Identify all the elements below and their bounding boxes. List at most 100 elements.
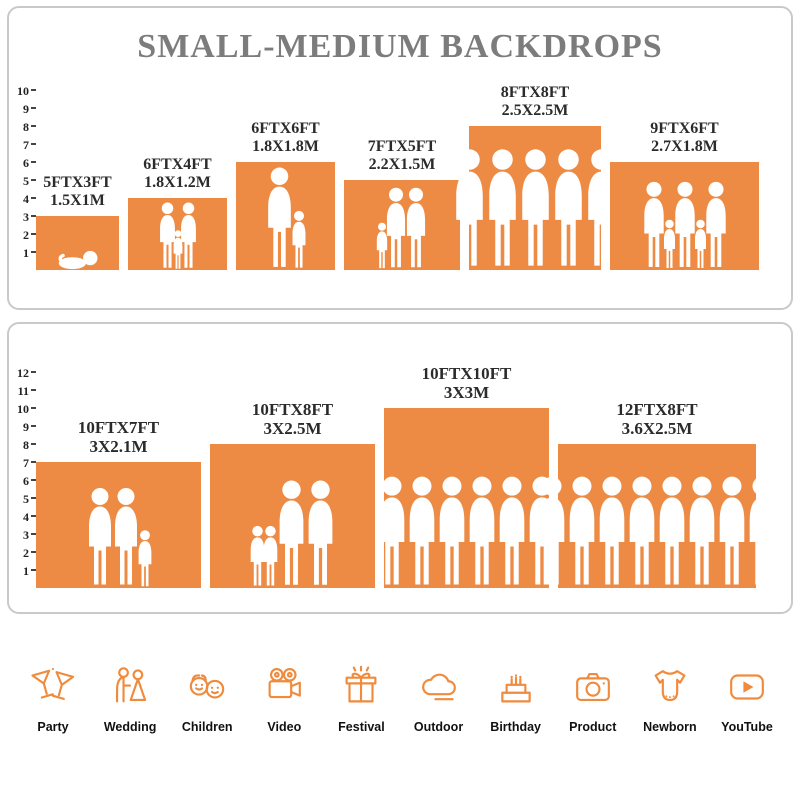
category-item-newborn: Newborn — [641, 652, 699, 734]
backdrop-item: 8FTX8FT 2.5X2.5M — [455, 84, 615, 270]
category-label: Newborn — [643, 720, 697, 734]
children-icon — [184, 652, 230, 710]
adult-silhouette — [382, 187, 410, 270]
ruler-number: 8 — [23, 120, 29, 134]
backdrop-size-label: 5FTX3FT 1.5X1M — [43, 174, 111, 210]
adult-silhouette — [683, 476, 721, 588]
size-ft-text: 6FTX6FT — [251, 120, 320, 138]
video-icon — [261, 652, 307, 710]
child-silhouette — [260, 525, 281, 588]
category-label: Festival — [338, 720, 385, 734]
backdrop-item: 10FTX7FT 3X2.1M — [36, 418, 201, 588]
ruler-tick — [31, 389, 36, 391]
ruler-number: 11 — [17, 384, 29, 398]
adult-silhouette — [463, 476, 501, 588]
ruler-tick — [31, 551, 36, 553]
category-item-outdoor: Outdoor — [410, 652, 468, 734]
small-medium-panel: SMALL-MEDIUM BACKDROPS 5FTX3FT 1.5X1M 6FTX… — [7, 6, 793, 310]
birthday-icon — [493, 652, 539, 710]
adult-silhouette — [449, 148, 490, 270]
ruler-number: 10 — [17, 84, 29, 98]
size-ft-text: 5FTX3FT — [43, 174, 112, 192]
ruler-number: 3 — [23, 528, 29, 542]
ruler-tick — [31, 425, 36, 427]
ruler-tick — [31, 479, 36, 481]
ruler-tick — [31, 125, 36, 127]
adult-silhouette — [262, 167, 297, 270]
ruler-number: 7 — [23, 456, 29, 470]
ruler-tick — [31, 443, 36, 445]
ruler-number: 7 — [23, 138, 29, 152]
category-item-party: Party — [24, 652, 82, 734]
category-item-birthday: Birthday — [487, 652, 545, 734]
ruler-number: 6 — [23, 156, 29, 170]
category-label: Video — [267, 720, 302, 734]
category-icons-row: Party Wedding Children Video Festival Outdoor… — [0, 652, 800, 734]
ruler-number: 8 — [23, 438, 29, 452]
backdrop-size-label: 6FTX6FT 1.8X1.8M — [251, 120, 319, 156]
ruler-number: 12 — [17, 366, 29, 380]
ruler-number: 5 — [23, 492, 29, 506]
category-item-product: Product — [564, 652, 622, 734]
category-item-youtube: YouTube — [718, 652, 776, 734]
ruler-number: 4 — [23, 192, 29, 206]
ruler-tick — [31, 161, 36, 163]
size-ft-text: 8FTX8FT — [500, 84, 570, 102]
backdrop-size-label: 10FTX8FT 3X2.5M — [252, 400, 333, 438]
adult-silhouette — [373, 476, 411, 588]
adult-silhouette — [563, 476, 601, 588]
child-silhouette — [135, 530, 155, 588]
page-title: SMALL-MEDIUM BACKDROPS — [137, 28, 663, 65]
category-label: YouTube — [721, 720, 773, 734]
ruler-tick — [31, 107, 36, 109]
category-item-festival: Festival — [332, 652, 390, 734]
size-m-text: 3.6X2.5M — [621, 418, 693, 438]
size-m-text: 2.5X2.5M — [501, 102, 569, 120]
backdrop-bar — [610, 162, 759, 270]
backdrop-item: 7FTX5FT 2.2X1.5M — [344, 138, 460, 270]
adult-silhouette — [639, 181, 669, 270]
adult-silhouette — [743, 476, 781, 588]
ruler-number: 9 — [23, 420, 29, 434]
child-silhouette — [374, 222, 390, 270]
backdrop-size-label: 9FTX6FT 2.7X1.8M — [650, 120, 718, 156]
size-m-text: 3X2.1M — [89, 436, 148, 456]
ruler-tick — [31, 233, 36, 235]
category-label: Wedding — [103, 720, 157, 734]
ruler-tick — [31, 179, 36, 181]
backdrop-bar — [344, 180, 460, 270]
backdrop-bar — [236, 162, 335, 270]
large-panel: 10FTX7FT 3X2.1M 10FTX8FT 3X2.5M 10FTX10FT 3X3… — [7, 322, 793, 614]
wedding-icon — [107, 652, 153, 710]
backdrop-bar — [455, 126, 615, 270]
adult-silhouette — [548, 148, 589, 270]
ruler-tick — [31, 89, 36, 91]
size-m-text: 1.8X1.8M — [252, 138, 319, 156]
size-ft-text: 10FTX10FT — [421, 363, 512, 383]
child-silhouette — [247, 525, 268, 588]
adult-silhouette — [515, 148, 556, 270]
ruler-tick — [31, 371, 36, 373]
size-ft-text: 10FTX7FT — [77, 417, 160, 437]
backdrop-item: 5FTX3FT 1.5X1M — [36, 174, 119, 270]
ruler-number: 10 — [17, 402, 29, 416]
ruler-tick — [31, 197, 36, 199]
category-item-video: Video — [255, 652, 313, 734]
adult-silhouette — [713, 476, 751, 588]
size-ft-text: 10FTX8FT — [251, 399, 334, 419]
adult-silhouette — [109, 487, 143, 588]
adult-silhouette — [302, 480, 339, 588]
backdrop-bar — [36, 462, 201, 588]
ruler-tick — [31, 515, 36, 517]
ruler-tick — [31, 407, 36, 409]
category-label: Birthday — [490, 720, 541, 734]
backdrop-bar — [539, 444, 775, 588]
ruler-number: 6 — [23, 474, 29, 488]
adult-silhouette — [482, 148, 523, 270]
adult-silhouette — [403, 476, 441, 588]
ruler-number: 3 — [23, 210, 29, 224]
child-silhouette — [692, 219, 709, 270]
small-medium-chart: 5FTX3FT 1.5X1M 6FTX4FT 1.8X1.2M 6FTX6FT 1.8X1… — [36, 84, 759, 270]
backdrop-item: 10FTX10FT 3X3M — [379, 363, 554, 588]
